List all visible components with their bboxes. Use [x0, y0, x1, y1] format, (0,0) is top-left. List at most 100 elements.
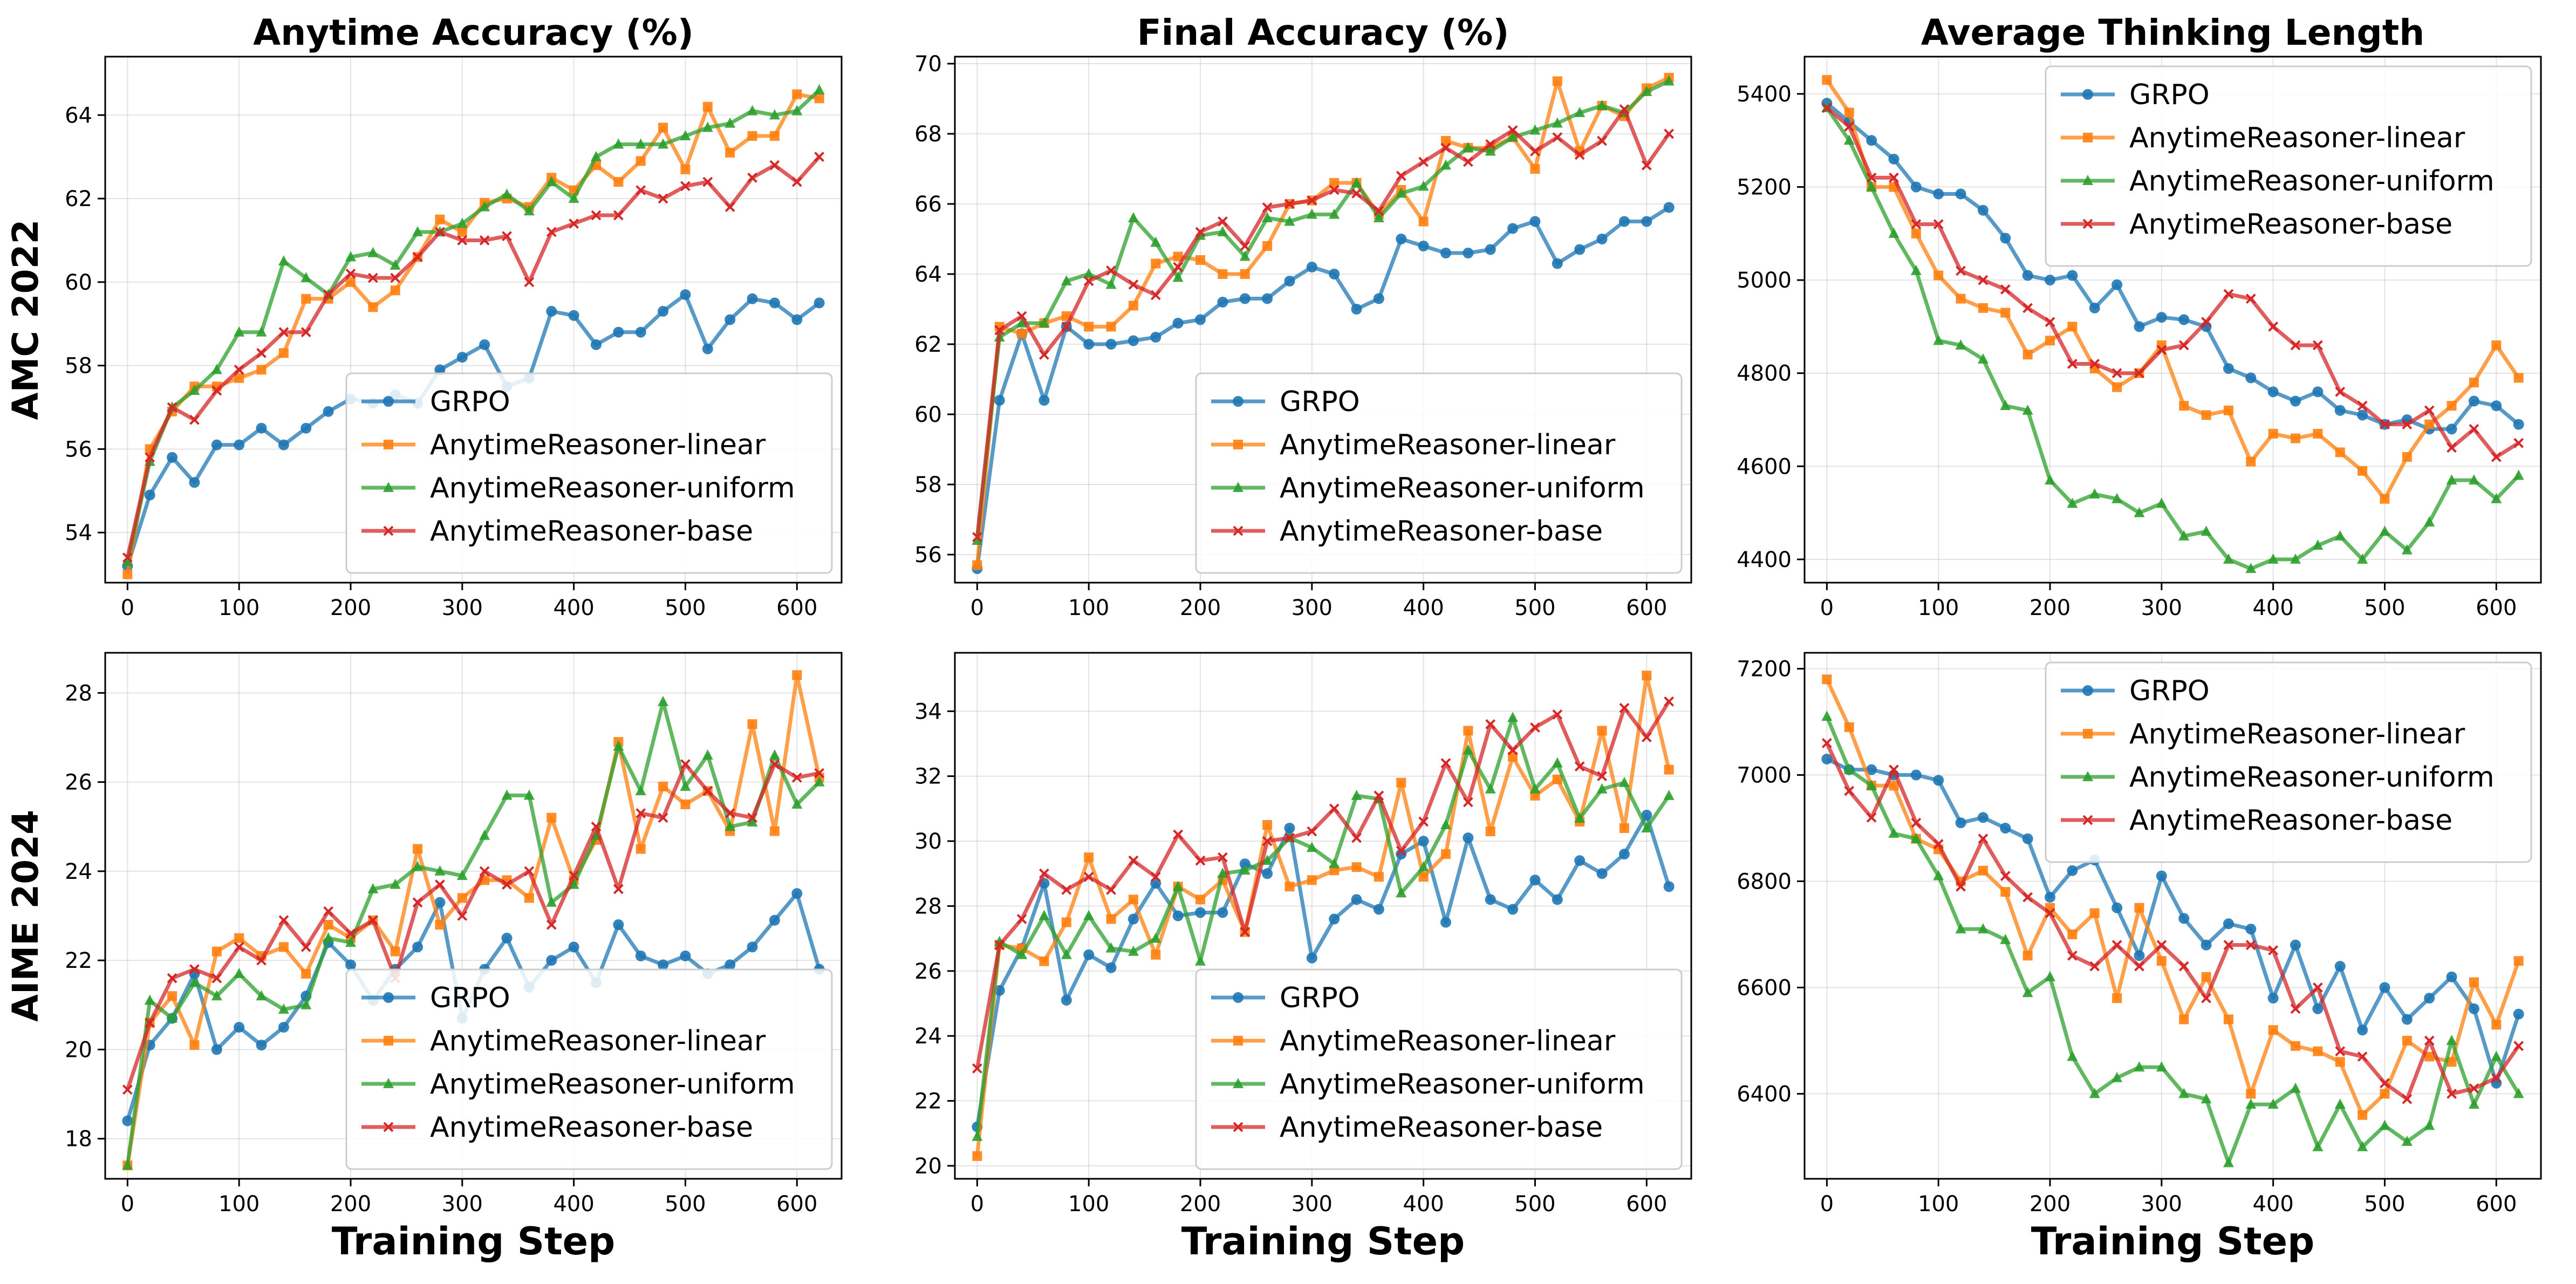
legend: GRPO AnytimeReasoner-linear AnytimeReasone… — [1195, 968, 1683, 1170]
data-point — [211, 946, 222, 957]
data-point — [1507, 125, 1518, 135]
data-point — [1150, 871, 1161, 882]
data-point — [972, 535, 983, 545]
data-point — [994, 325, 1005, 336]
data-point — [1597, 135, 1607, 146]
data-point — [1306, 262, 1317, 272]
data-point — [1844, 786, 1855, 796]
data-point — [278, 1003, 289, 1014]
data-point — [725, 202, 735, 212]
data-point — [1151, 950, 1161, 960]
legend-label: AnytimeReasoner-uniform — [2129, 165, 2495, 197]
series-line — [1825, 106, 2520, 571]
data-point — [1574, 761, 1585, 772]
data-point — [1596, 783, 1608, 794]
data-point — [145, 1017, 155, 1028]
x-tick-label: 600 — [776, 1192, 817, 1217]
data-point — [278, 327, 289, 338]
y-tick-label: 24 — [65, 859, 92, 884]
data-point — [457, 227, 467, 237]
data-point — [167, 1012, 178, 1023]
legend-entry: AnytimeReasoner-base — [2061, 208, 2452, 241]
data-point — [1552, 132, 1563, 142]
data-point — [278, 255, 289, 266]
data-point — [2513, 469, 2524, 480]
data-point — [1889, 781, 1899, 791]
data-point — [2402, 419, 2413, 430]
data-point — [680, 289, 691, 300]
data-point — [1956, 293, 1966, 304]
data-point — [2491, 452, 2502, 462]
data-point — [635, 950, 646, 961]
data-point — [122, 552, 133, 563]
data-point — [2447, 1089, 2457, 1099]
data-point — [1418, 241, 1429, 251]
data-point — [1128, 212, 1139, 222]
data-point — [1083, 949, 1095, 960]
data-point — [2469, 977, 2479, 987]
y-tick-label: 70 — [914, 52, 942, 77]
data-point — [2223, 918, 2234, 930]
data-point — [1418, 156, 1429, 167]
y-tick-label: 58 — [914, 473, 942, 497]
data-point — [2134, 1061, 2145, 1072]
data-point — [367, 883, 379, 893]
data-point — [1822, 75, 1832, 85]
data-point — [1038, 910, 1050, 920]
legend-marker — [384, 440, 393, 449]
data-point — [1530, 722, 1540, 733]
data-point — [167, 991, 177, 1001]
data-point — [1240, 241, 1251, 251]
data-point — [1172, 910, 1184, 921]
data-point — [1307, 826, 1317, 837]
data-point — [658, 306, 669, 317]
data-point — [1038, 395, 1050, 406]
data-point — [1374, 872, 1384, 882]
y-tick-label: 56 — [65, 437, 92, 462]
data-point — [658, 959, 669, 971]
x-tick-label: 200 — [1180, 1192, 1221, 1217]
data-point — [278, 915, 289, 926]
data-point — [1239, 858, 1251, 870]
data-point — [2469, 1083, 2479, 1094]
data-point — [1910, 769, 1922, 781]
legend-entry: GRPO — [2061, 79, 2210, 111]
data-point — [1507, 712, 1519, 722]
data-point — [2045, 317, 2055, 327]
data-point — [2268, 428, 2278, 439]
data-point — [1106, 322, 1116, 332]
data-point — [2134, 903, 2144, 913]
data-point — [1552, 258, 1563, 269]
data-point — [1150, 332, 1161, 343]
data-point — [747, 172, 757, 183]
data-point — [345, 251, 356, 262]
x-tick-label: 500 — [2364, 596, 2405, 620]
data-point — [1619, 702, 1630, 713]
series-line — [1825, 715, 2520, 1165]
y-tick-label: 62 — [65, 187, 92, 211]
data-point — [702, 176, 713, 187]
data-point — [345, 928, 356, 939]
data-point — [1396, 777, 1406, 788]
data-point — [658, 122, 668, 133]
data-point — [635, 138, 646, 149]
data-point — [546, 227, 557, 237]
data-point — [1306, 208, 1317, 219]
legend-entry: AnytimeReasoner-base — [361, 515, 753, 548]
data-point — [1530, 146, 1540, 156]
data-point — [501, 188, 513, 199]
data-point — [680, 181, 691, 192]
data-point — [2334, 530, 2346, 541]
data-point — [256, 347, 267, 358]
data-point — [1016, 914, 1027, 924]
data-point — [122, 1084, 133, 1095]
data-point — [591, 339, 602, 350]
legend-marker — [383, 1122, 394, 1132]
legend-label: AnytimeReasoner-uniform — [2129, 761, 2495, 794]
series-triangle-2 — [1821, 711, 2524, 1167]
data-point — [1284, 215, 1295, 226]
row-label: AIME 2024 — [5, 810, 46, 1022]
data-point — [725, 314, 736, 325]
data-point — [1619, 104, 1630, 114]
